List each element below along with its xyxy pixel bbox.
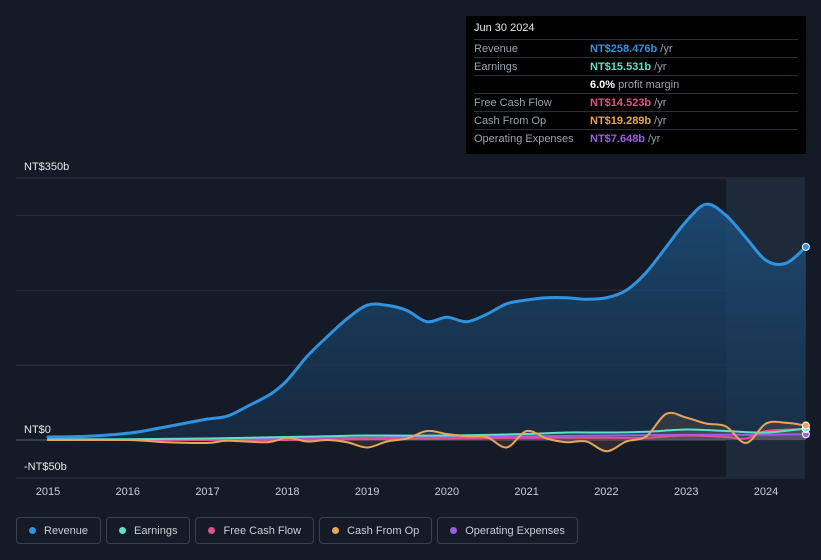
- series-endpoints: [801, 242, 810, 439]
- tooltip-row-label: Revenue: [474, 42, 519, 55]
- tooltip-panel: Jun 30 2024 Revenue NT$258.476b/yr Earning…: [466, 16, 806, 154]
- x-tick-label: 2016: [116, 486, 140, 498]
- x-tick-label: 2022: [594, 486, 618, 498]
- legend-label: Operating Expenses: [465, 524, 565, 537]
- tooltip-row: Free Cash Flow NT$14.523b/yr: [474, 93, 798, 111]
- legend-item-free-cash-flow[interactable]: Free Cash Flow: [195, 517, 315, 544]
- tooltip-row-value: NT$258.476b: [590, 42, 658, 55]
- endpoint-revenue: [801, 242, 810, 251]
- series-lines: [46, 202, 808, 453]
- legend-label: Cash From Op: [347, 524, 420, 537]
- tooltip-row: Operating Expenses NT$7.648b/yr: [474, 129, 798, 147]
- legend-dot-icon: [29, 527, 36, 534]
- tooltip-row-value: NT$7.648b: [590, 132, 646, 145]
- tooltip-row: Revenue NT$258.476b/yr: [474, 39, 798, 57]
- legend-label: Free Cash Flow: [223, 524, 302, 537]
- tooltip-row-label: Operating Expenses: [474, 132, 574, 145]
- legend-dot-icon: [208, 527, 216, 534]
- x-tick-label: 2024: [754, 486, 778, 498]
- tooltip-date: Jun 30 2024: [474, 22, 535, 34]
- x-tick-label: 2017: [195, 486, 219, 498]
- tooltip-rows: Revenue NT$258.476b/yr Earnings NT$15.531b /…: [474, 39, 798, 147]
- tooltip-row-value: NT$19.289b: [590, 114, 652, 127]
- legend-dot-icon: [450, 527, 458, 534]
- legend-item-cash-from-op[interactable]: Cash From Op: [319, 517, 433, 544]
- legend-label: Revenue: [44, 524, 89, 537]
- x-axis-ticks: 2015 2016 2017 2018 2019 2020 2021 2022 2023 2024: [36, 486, 778, 498]
- series-areas: [48, 204, 806, 452]
- y-axis-top-label: NT$350b: [24, 161, 69, 173]
- y-axis-zero-label: NT$0: [24, 424, 51, 436]
- legend-item-operating-expenses[interactable]: Operating Expenses: [437, 517, 578, 544]
- tooltip-row: Earnings NT$15.531b/yr: [474, 57, 798, 75]
- legend-label: Earnings: [134, 524, 178, 537]
- line-revenue: [46, 202, 808, 439]
- tooltip-row-unit: /yr: [660, 42, 673, 55]
- tooltip-row-unit: /yr: [654, 114, 667, 127]
- tooltip-row-unit: profit margin: [618, 78, 680, 91]
- legend-item-earnings[interactable]: Earnings: [106, 517, 191, 544]
- tooltip-row-unit: /yr: [648, 132, 661, 145]
- financial-chart: NT$350b NT$0 -NT$50b 2015 2016 2017 2018 201…: [16, 161, 810, 498]
- tooltip-row-unit: /yr: [654, 60, 667, 73]
- x-tick-label: 2020: [435, 486, 459, 498]
- endpoint-cash-from-op: [801, 421, 810, 430]
- tooltip-row-value: NT$15.531b: [590, 60, 652, 73]
- x-tick-label: 2023: [674, 486, 698, 498]
- tooltip-row-label: Free Cash Flow: [474, 96, 552, 109]
- tooltip-row-label: Earnings: [474, 60, 518, 73]
- x-tick-label: 2018: [275, 486, 299, 498]
- tooltip-row-value: NT$14.523b: [590, 96, 652, 109]
- x-tick-label: 2015: [36, 486, 60, 498]
- tooltip-row: Cash From Op NT$19.289b/yr: [474, 111, 798, 129]
- tooltip-row-value: 6.0%: [590, 78, 616, 91]
- tooltip-row: 6.0% profit margin: [474, 75, 798, 93]
- legend-item-revenue[interactable]: Revenue: [16, 517, 102, 544]
- legend-dot-icon: [332, 527, 340, 534]
- area-cash-from-op: [48, 412, 806, 452]
- line-earnings: [47, 427, 807, 441]
- line-cash-from-op: [47, 411, 807, 453]
- tooltip-row-unit: /yr: [654, 96, 667, 109]
- area-free-cash-flow: [48, 429, 806, 441]
- chart-legend: Revenue Earnings Free Cash Flow Cash From O…: [16, 517, 578, 544]
- x-tick-label: 2021: [514, 486, 538, 498]
- y-axis-bottom-label: -NT$50b: [24, 461, 67, 473]
- x-tick-label: 2019: [355, 486, 379, 498]
- tooltip-row-label: Cash From Op: [474, 114, 547, 127]
- line-free-cash-flow: [47, 428, 807, 442]
- legend-dot-icon: [119, 527, 127, 534]
